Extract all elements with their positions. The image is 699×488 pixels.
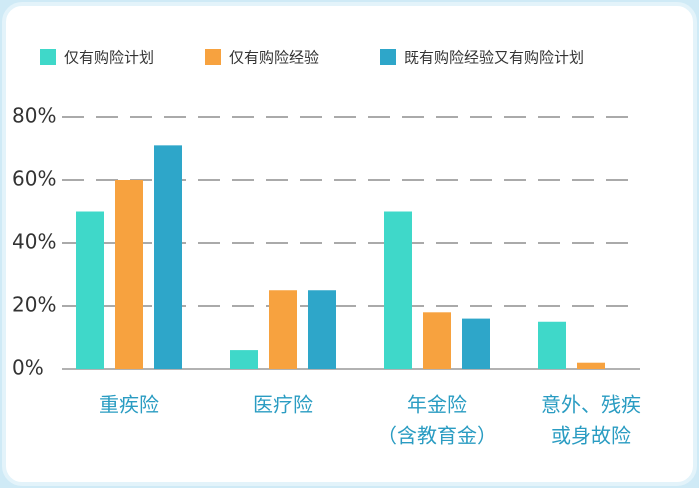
bar [76, 211, 104, 369]
legend-label: 仅有购险计划 [64, 49, 154, 67]
x-tick-label: 意外、残疾 [541, 393, 641, 417]
legend-label: 既有购险经验又有购险计划 [404, 49, 584, 67]
legend-swatch [205, 49, 221, 65]
bar [269, 290, 297, 369]
y-tick-label: 0% [12, 356, 44, 380]
bar [384, 211, 412, 369]
y-tick-label: 60% [12, 167, 56, 191]
y-tick-label: 20% [12, 293, 56, 317]
x-tick-label: 医疗险 [253, 393, 313, 417]
legend-swatch [380, 49, 396, 65]
bar [538, 321, 566, 369]
x-tick-label: 年金险 [407, 393, 467, 417]
bar [115, 180, 143, 369]
x-tick-label: （含教育金） [377, 424, 497, 448]
x-tick-label: 重疾险 [99, 393, 159, 417]
x-tick-label: 或身故险 [551, 424, 631, 448]
bar [308, 290, 336, 369]
bar [230, 350, 258, 369]
bar [154, 145, 182, 369]
bar [423, 312, 451, 369]
bar [462, 318, 490, 369]
y-tick-label: 80% [12, 104, 56, 128]
legend-swatch [40, 49, 56, 65]
y-tick-label: 40% [12, 230, 56, 254]
bar [577, 362, 605, 369]
legend-label: 仅有购险经验 [229, 49, 319, 67]
